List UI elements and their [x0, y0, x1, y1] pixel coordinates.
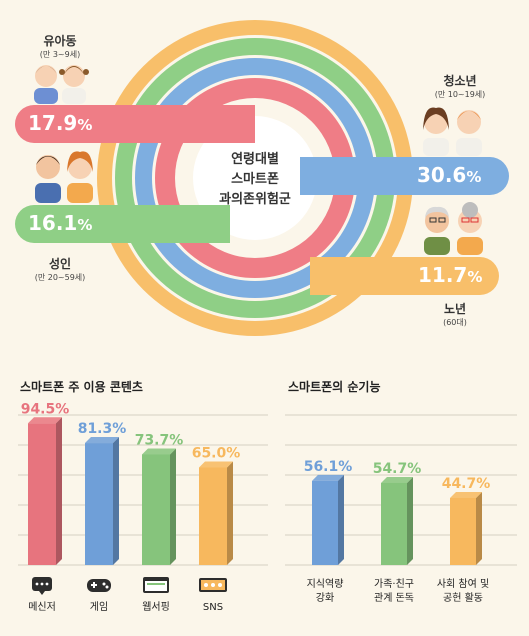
value-label: 94.5%	[21, 401, 70, 417]
group-teen-value: 30.6%	[417, 163, 481, 187]
value-label: 54.7%	[373, 461, 422, 477]
group-child-value: 17.9%	[28, 111, 92, 135]
child-avatars-icon	[34, 65, 89, 104]
ring-infographic	[15, 20, 509, 336]
category-label: 게임	[90, 600, 108, 613]
category-label: 공헌 활동	[443, 591, 483, 604]
center-label-line-1: 연령대별	[231, 152, 279, 167]
value-label: 73.7%	[135, 432, 184, 448]
bar-1	[381, 476, 413, 565]
bar-2	[142, 448, 176, 565]
chart-contents-title: 스마트폰 주 이용 콘텐츠	[20, 380, 143, 394]
bar-3	[199, 461, 233, 565]
group-senior-title: 노년	[443, 302, 467, 316]
group-senior-header: 노년 (60대)	[425, 300, 485, 328]
messenger-icon	[32, 577, 52, 595]
group-senior-unit: %	[467, 268, 483, 286]
gamepad-icon	[87, 579, 111, 592]
chart-contents: 94.5% 메신저 81.3% 게임 73.7% 웹서핑 65.0% SNS	[18, 401, 268, 613]
group-child-number: 17.9	[28, 111, 78, 135]
teen-avatars-icon	[423, 107, 482, 156]
senior-avatars-icon	[424, 202, 483, 255]
category-label: 웹서핑	[142, 601, 170, 613]
center-label: 연령대별 스마트폰 과의존위험군	[205, 150, 305, 210]
center-label-line-2: 스마트폰	[231, 172, 279, 187]
bar-0	[312, 474, 344, 565]
category-label: 지식역량	[307, 578, 344, 590]
value-label: 56.1%	[304, 459, 353, 475]
group-teen-header: 청소년 (만 10~19세)	[420, 72, 500, 100]
group-adult-number: 16.1	[28, 211, 78, 235]
pill-senior	[310, 257, 499, 295]
center-label-line-3: 과의존위험군	[219, 192, 291, 207]
group-child-title: 유아동	[43, 34, 77, 48]
pill-adult	[15, 205, 230, 243]
group-senior-subtitle: (60대)	[443, 318, 467, 327]
group-adult-value: 16.1%	[28, 211, 92, 235]
category-label: SNS	[203, 602, 223, 613]
group-teen-subtitle: (만 10~19세)	[434, 90, 486, 99]
group-senior-number: 11.7	[418, 263, 468, 287]
group-adult-header: 성인 (만 20~59세)	[20, 255, 100, 283]
group-senior-value: 11.7%	[418, 263, 482, 287]
category-label: 가족·친구	[374, 578, 414, 590]
group-teen-unit: %	[466, 168, 482, 186]
pill-child	[15, 105, 255, 143]
value-label: 81.3%	[78, 421, 127, 437]
chart-benefits-title: 스마트폰의 순기능	[288, 380, 381, 394]
bar-1	[85, 437, 119, 565]
group-adult-unit: %	[77, 216, 93, 234]
value-label: 44.7%	[442, 476, 491, 492]
category-label: 강화	[316, 592, 334, 604]
category-label: 사회 참여 및	[437, 578, 489, 590]
sns-icon	[199, 578, 227, 592]
group-teen-number: 30.6	[417, 163, 467, 187]
bar-0	[28, 417, 62, 565]
group-child-unit: %	[77, 116, 93, 134]
group-adult-title: 성인	[48, 257, 72, 271]
browser-icon	[143, 577, 169, 593]
bar-2	[450, 491, 482, 565]
group-child-subtitle: (만 3~9세)	[39, 50, 81, 59]
pill-teen	[300, 157, 509, 195]
value-label: 65.0%	[192, 446, 241, 462]
group-child-header: 유아동 (만 3~9세)	[20, 32, 100, 60]
group-teen-title: 청소년	[443, 74, 477, 88]
adult-avatars-icon	[35, 151, 93, 203]
group-adult-subtitle: (만 20~59세)	[34, 273, 86, 282]
category-label: 관계 돈독	[374, 592, 414, 604]
category-label: 메신저	[28, 601, 56, 613]
